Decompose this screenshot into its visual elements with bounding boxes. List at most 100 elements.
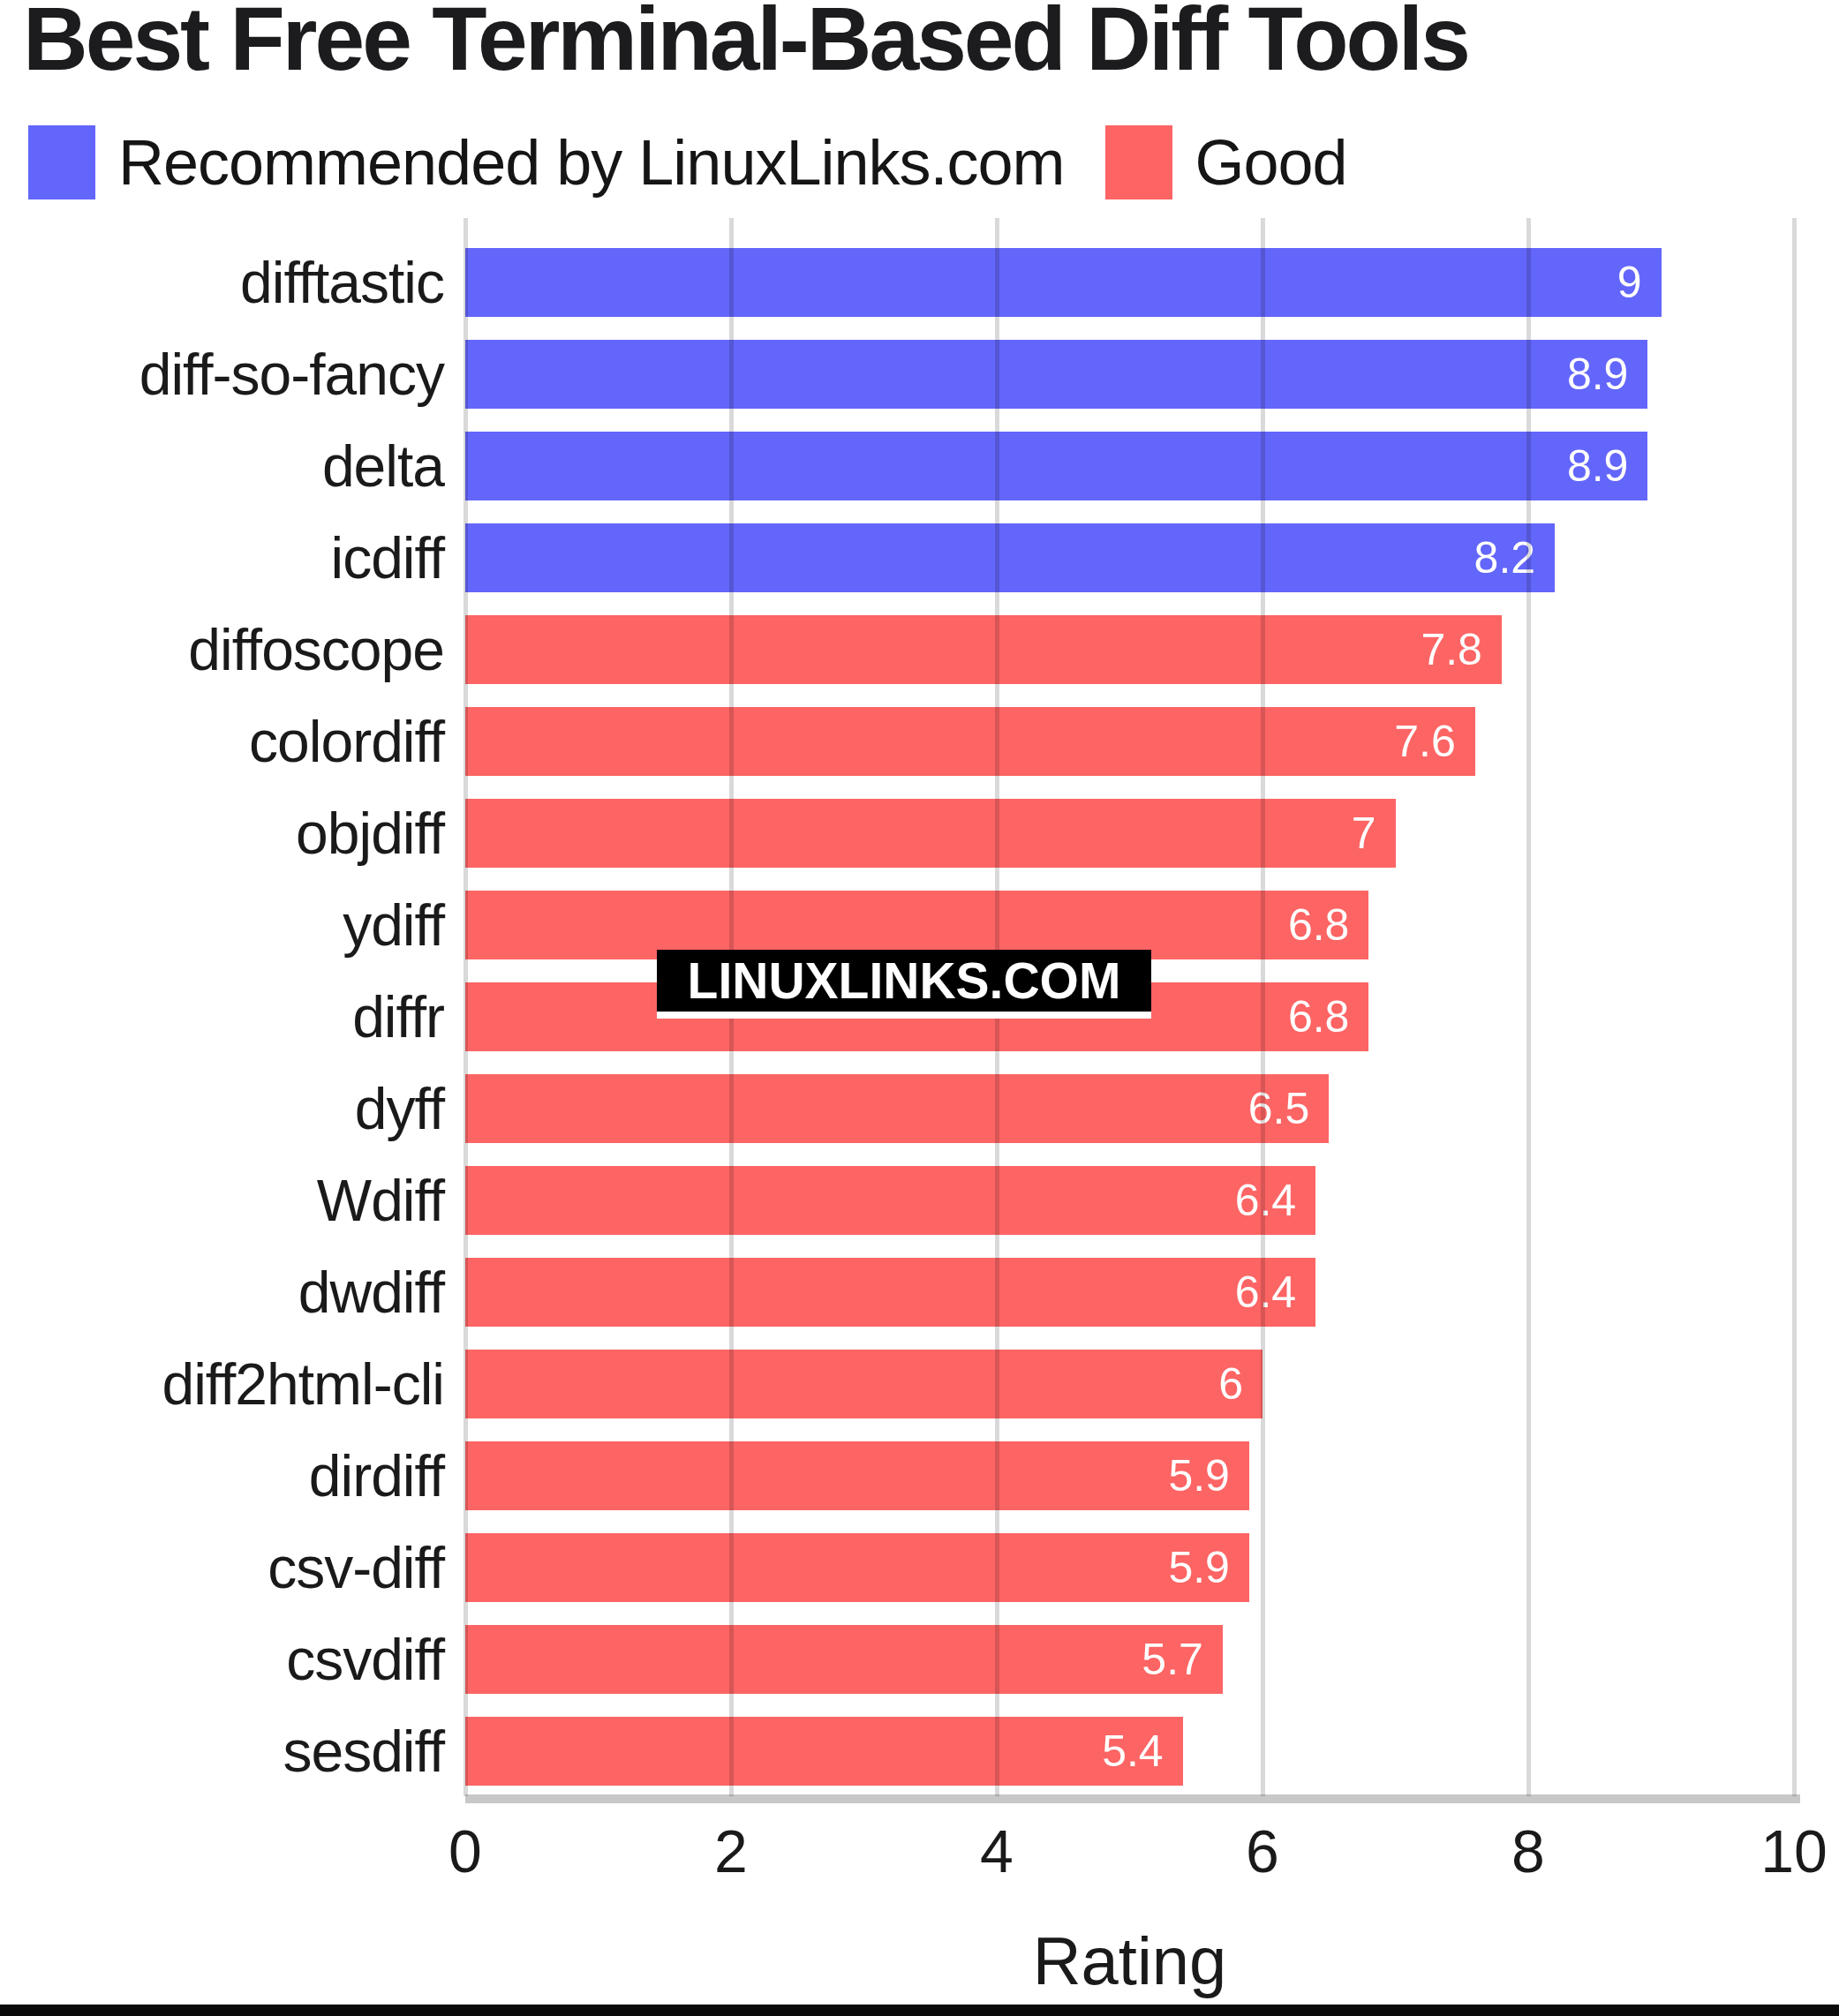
- bar-track: 8.9: [465, 432, 1794, 500]
- bar-value-label: 6.4: [1235, 1267, 1297, 1318]
- x-tick-label-10: 10: [1760, 1817, 1828, 1885]
- bar-track: 5.4: [465, 1717, 1794, 1786]
- legend: Recommended by LinuxLinks.com Good: [28, 125, 1388, 199]
- bar-value-label: 5.9: [1168, 1542, 1230, 1593]
- bar-value-label: 8.9: [1567, 440, 1629, 492]
- bar-value-label: 6.8: [1288, 991, 1350, 1042]
- category-label: diffoscope: [0, 616, 465, 683]
- bar-track: 7.6: [465, 707, 1794, 776]
- bar-colordiff: 7.6: [465, 707, 1475, 776]
- bar-track: 6.4: [465, 1258, 1794, 1327]
- bar-track: 8.9: [465, 340, 1794, 409]
- bar-value-label: 9: [1617, 257, 1642, 308]
- bar-value-label: 6: [1218, 1358, 1243, 1410]
- x-axis-title: Rating: [465, 1922, 1794, 1999]
- bar-value-label: 6.8: [1288, 899, 1350, 951]
- bar-row: dyff 6.5: [0, 1063, 1794, 1155]
- bar-dyff: 6.5: [465, 1074, 1329, 1143]
- bar-track: 5.9: [465, 1441, 1794, 1510]
- legend-label-good: Good: [1195, 126, 1347, 199]
- bar-diff-so-fancy: 8.9: [465, 340, 1647, 409]
- category-label: diff2html-cli: [0, 1350, 465, 1418]
- legend-swatch-good: [1105, 125, 1172, 199]
- bar-objdiff: 7: [465, 799, 1396, 868]
- bar-difftastic: 9: [465, 248, 1662, 317]
- bar-track: 5.9: [465, 1533, 1794, 1602]
- bar-value-label: 8.9: [1567, 349, 1629, 400]
- bar-dwdiff: 6.4: [465, 1258, 1315, 1327]
- bar-row: csvdiff 5.7: [0, 1614, 1794, 1705]
- bar-value-label: 5.4: [1102, 1726, 1164, 1777]
- bar-row: dirdiff 5.9: [0, 1430, 1794, 1522]
- bar-icdiff: 8.2: [465, 523, 1555, 592]
- category-label: Wdiff: [0, 1167, 465, 1234]
- gridline-10: [1792, 218, 1797, 1796]
- bar-row: diff2html-cli 6: [0, 1338, 1794, 1430]
- bottom-border: [0, 2005, 1839, 2016]
- bar-row: csv-diff 5.9: [0, 1522, 1794, 1614]
- bar-row: sesdiff 5.4: [0, 1705, 1794, 1797]
- x-tick-label-2: 2: [714, 1817, 748, 1885]
- bar-csvdiff: 5.7: [465, 1625, 1223, 1694]
- bar-row: diffoscope 7.8: [0, 604, 1794, 696]
- bar-track: 6.4: [465, 1166, 1794, 1235]
- bar-track: 7.8: [465, 615, 1794, 684]
- bar-row: difftastic 9: [0, 237, 1794, 328]
- bar-diff2html-cli: 6: [465, 1350, 1262, 1418]
- bar-row: diff-so-fancy 8.9: [0, 328, 1794, 420]
- bar-row: dwdiff 6.4: [0, 1246, 1794, 1338]
- bar-csv-diff: 5.9: [465, 1533, 1249, 1602]
- bar-track: 9: [465, 248, 1794, 317]
- category-label: csvdiff: [0, 1626, 465, 1693]
- gridline-8: [1526, 218, 1531, 1796]
- bar-value-label: 6.4: [1235, 1175, 1297, 1226]
- x-axis-line: [465, 1794, 1800, 1803]
- bar-dirdiff: 5.9: [465, 1441, 1249, 1510]
- category-label: icdiff: [0, 524, 465, 591]
- bar-track: 8.2: [465, 523, 1794, 592]
- bar-value-label: 6.5: [1248, 1083, 1310, 1134]
- bar-track: 5.7: [465, 1625, 1794, 1694]
- bar-track: 6.5: [465, 1074, 1794, 1143]
- legend-label-recommended: Recommended by LinuxLinks.com: [118, 126, 1065, 199]
- bar-value-label: 7: [1352, 808, 1376, 859]
- category-label: dwdiff: [0, 1259, 465, 1326]
- category-label: delta: [0, 433, 465, 500]
- bar-value-label: 5.7: [1142, 1634, 1203, 1685]
- x-tick-label-6: 6: [1246, 1817, 1279, 1885]
- bar-row: delta 8.9: [0, 420, 1794, 512]
- gridline-0: [464, 218, 468, 1796]
- bar-row: colordiff 7.6: [0, 696, 1794, 787]
- bar-value-label: 5.9: [1168, 1450, 1230, 1501]
- x-tick-label-4: 4: [980, 1817, 1014, 1885]
- bar-row: icdiff8.2: [0, 512, 1794, 604]
- bar-sesdiff: 5.4: [465, 1717, 1183, 1786]
- gridline-6: [1261, 218, 1265, 1796]
- legend-swatch-recommended: [28, 125, 95, 199]
- category-label: colordiff: [0, 708, 465, 775]
- chart-title: Best Free Terminal-Based Diff Tools: [23, 0, 1468, 91]
- category-label: sesdiff: [0, 1718, 465, 1785]
- bar-track: 6: [465, 1350, 1794, 1418]
- category-label: diffr: [0, 983, 465, 1050]
- bar-value-label: 7.8: [1421, 624, 1482, 675]
- category-label: ydiff: [0, 891, 465, 959]
- bar-diffoscope: 7.8: [465, 615, 1502, 684]
- x-tick-label-8: 8: [1511, 1817, 1545, 1885]
- chart-canvas: Best Free Terminal-Based Diff Tools Reco…: [0, 0, 1839, 2016]
- category-label: diff-so-fancy: [0, 341, 465, 408]
- bar-row: Wdiff 6.4: [0, 1155, 1794, 1246]
- category-label: objdiff: [0, 800, 465, 867]
- category-label: csv-diff: [0, 1534, 465, 1601]
- watermark: LINUXLINKS.COM: [657, 950, 1151, 1019]
- bar-Wdiff: 6.4: [465, 1166, 1315, 1235]
- bar-delta: 8.9: [465, 432, 1647, 500]
- category-label: dirdiff: [0, 1442, 465, 1509]
- bar-value-label: 7.6: [1394, 716, 1456, 767]
- category-label: difftastic: [0, 249, 465, 316]
- bar-row: objdiff 7: [0, 787, 1794, 879]
- category-label: dyff: [0, 1075, 465, 1142]
- x-tick-label-0: 0: [448, 1817, 482, 1885]
- x-axis-ticks: 0246810: [465, 1817, 1794, 1896]
- bar-track: 7: [465, 799, 1794, 868]
